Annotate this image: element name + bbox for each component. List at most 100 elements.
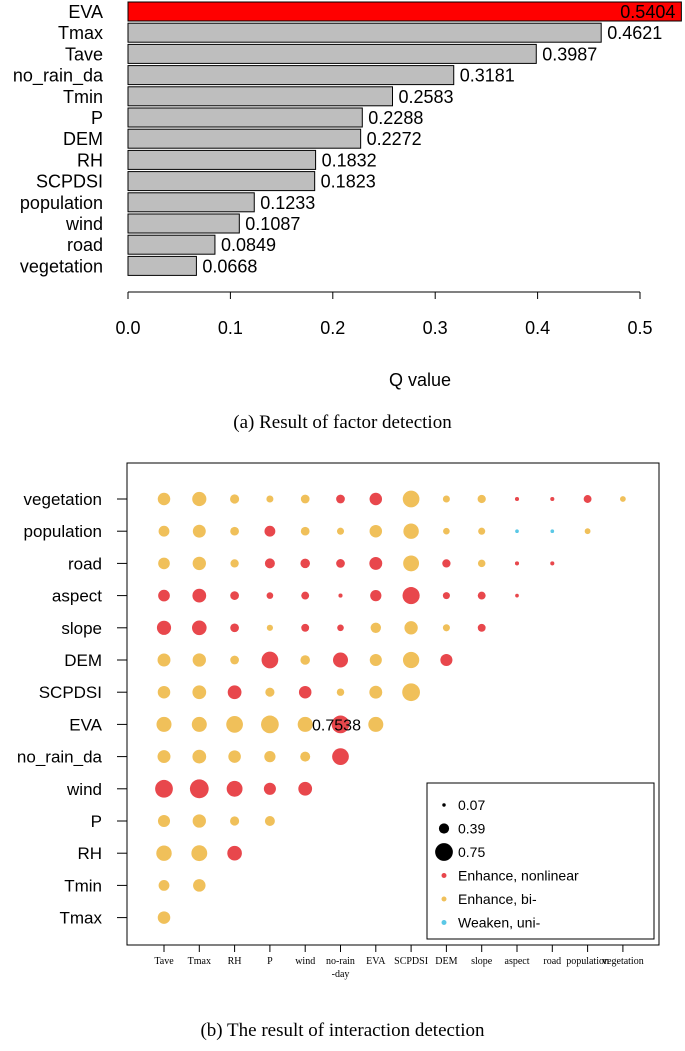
bubble-P-1 bbox=[192, 814, 206, 828]
column-label: wind bbox=[295, 956, 315, 967]
row-label: P bbox=[91, 812, 102, 831]
value-label: 0.1823 bbox=[321, 172, 376, 192]
bubble-RH-2 bbox=[227, 845, 242, 861]
bubble-population-7 bbox=[403, 523, 419, 539]
row-label: Tmin bbox=[64, 876, 102, 895]
bubble-vegetation-8 bbox=[442, 495, 450, 503]
bar-Tave bbox=[127, 43, 537, 64]
value-label: 0.1087 bbox=[245, 214, 300, 234]
row-label: EVA bbox=[69, 715, 102, 734]
value-label: 0.2583 bbox=[398, 87, 453, 107]
bubble-population-0 bbox=[158, 525, 170, 537]
bubble-EVA-3 bbox=[261, 715, 279, 734]
bubble-DEM-1 bbox=[192, 653, 206, 667]
category-label: road bbox=[67, 235, 103, 255]
column-label: Tave bbox=[154, 956, 174, 967]
x-axis-title: Q value bbox=[389, 370, 451, 390]
legend-type-label: Enhance, bi- bbox=[458, 891, 537, 907]
bubble-slope-9 bbox=[477, 623, 486, 632]
category-label: no_rain_da bbox=[13, 66, 104, 87]
bubble-vegetation-11 bbox=[550, 496, 555, 502]
bubble-road-2 bbox=[230, 559, 239, 568]
bubble-aspect-1 bbox=[192, 588, 207, 603]
row-labels: vegetation population road aspect slope DEM SC… bbox=[17, 490, 103, 928]
bubble-RH-1 bbox=[191, 845, 208, 862]
bubble-SCPDSI-1 bbox=[192, 685, 207, 700]
legend-frame bbox=[426, 782, 655, 940]
bubble-wind-4 bbox=[298, 781, 313, 796]
bubble-P-0 bbox=[157, 814, 171, 828]
legend-size-marker bbox=[442, 803, 446, 807]
row-label: road bbox=[68, 554, 102, 573]
bubble-DEM-6 bbox=[369, 653, 382, 667]
row-label: DEM bbox=[64, 651, 102, 670]
column-label: EVA bbox=[366, 956, 386, 967]
legend-type-marker bbox=[441, 873, 447, 878]
bubble-population-12 bbox=[584, 528, 591, 535]
bubble-no_rain_da-3 bbox=[264, 750, 276, 763]
bubble-road-11 bbox=[550, 561, 555, 566]
legend-type-marker bbox=[441, 896, 447, 902]
bubble-road-7 bbox=[403, 555, 420, 572]
bubble-vegetation-9 bbox=[477, 494, 486, 504]
bubble-EVA-2 bbox=[226, 716, 243, 733]
bubble-no_rain_da-0 bbox=[157, 750, 171, 764]
bubble-slope-3 bbox=[266, 624, 273, 631]
category-label: wind bbox=[65, 214, 103, 234]
bar-DEM bbox=[127, 128, 362, 149]
bar-EVA bbox=[127, 1, 682, 22]
caption-factor-detection: (a) Result of factor detection bbox=[233, 412, 452, 433]
bubble-aspect-3 bbox=[266, 592, 274, 599]
bubble-SCPDSI-2 bbox=[227, 685, 242, 700]
legend-size-marker bbox=[438, 823, 450, 834]
x-tick-label: 0.1 bbox=[218, 318, 243, 338]
bubble-DEM-5 bbox=[332, 652, 349, 668]
column-label: aspect bbox=[505, 956, 530, 967]
bubble-vegetation-5 bbox=[336, 494, 345, 504]
bar-SCPDSI bbox=[127, 171, 316, 192]
bubble-slope-2 bbox=[230, 623, 239, 633]
bubble-EVA-1 bbox=[191, 716, 207, 732]
bubble-slope-1 bbox=[192, 620, 207, 636]
bubble-vegetation-10 bbox=[514, 496, 520, 502]
bubble-aspect-2 bbox=[230, 591, 239, 600]
bubble-road-9 bbox=[477, 559, 486, 568]
bubble-Tmax-0 bbox=[157, 911, 171, 924]
category-label: Tmin bbox=[63, 87, 103, 107]
q-value-axis: 0.0 0.1 0.2 0.3 0.4 0.5 bbox=[115, 291, 653, 338]
bar-Tmin bbox=[127, 86, 393, 107]
category-label: P bbox=[91, 108, 103, 128]
bubble-population-6 bbox=[369, 524, 383, 538]
value-label: 0.1832 bbox=[322, 150, 377, 170]
bubble-SCPDSI-6 bbox=[369, 685, 383, 699]
bubble-no_rain_da-1 bbox=[192, 749, 207, 764]
column-label: slope bbox=[471, 956, 493, 967]
value-label: 0.4621 bbox=[607, 23, 662, 43]
column-label: road bbox=[543, 956, 561, 967]
bubble-Tmin-0 bbox=[158, 879, 170, 891]
bubble-vegetation-3 bbox=[266, 495, 274, 503]
legend-size-label: 0.39 bbox=[458, 821, 485, 837]
bubble-slope-6 bbox=[370, 622, 381, 633]
bubble-wind-3 bbox=[263, 782, 276, 795]
bubble-population-4 bbox=[300, 526, 310, 536]
bubble-SCPDSI-3 bbox=[265, 687, 275, 697]
bubble-vegetation-7 bbox=[402, 490, 420, 508]
bubble-aspect-8 bbox=[442, 592, 450, 600]
bubble-road-3 bbox=[264, 558, 275, 569]
legend: 0.07 0.39 0.75 Enhance, nonlinear Enhance, b… bbox=[426, 782, 655, 940]
row-label: aspect bbox=[52, 587, 102, 606]
bubble-SCPDSI-0 bbox=[157, 685, 171, 699]
column-label: RH bbox=[228, 956, 242, 967]
bar-no_rain_da bbox=[127, 65, 455, 86]
row-label: SCPDSI bbox=[39, 683, 102, 702]
interaction-bubbles bbox=[155, 490, 626, 924]
bubble-road-8 bbox=[442, 559, 451, 568]
interaction-detection-chart: vegetationpopulationroadaspectslopeDEMSC… bbox=[17, 462, 660, 980]
bubble-wind-1 bbox=[189, 779, 209, 799]
bubble-aspect-5 bbox=[338, 593, 343, 598]
bubble-aspect-9 bbox=[477, 591, 486, 600]
bubble-EVA-6 bbox=[368, 716, 384, 732]
bubble-wind-2 bbox=[226, 780, 243, 797]
bubble-slope-4 bbox=[301, 623, 310, 632]
